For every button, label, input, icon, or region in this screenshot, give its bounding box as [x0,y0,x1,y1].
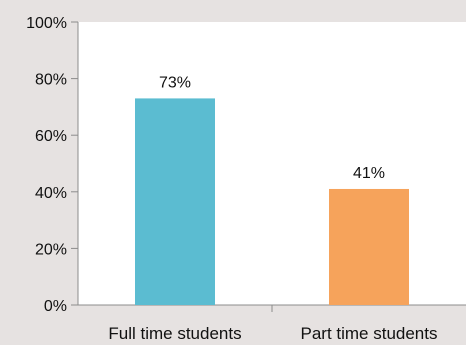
x-axis-labels: Full time students Part time students [108,324,437,343]
bars: 73% 41% [135,74,409,305]
y-tick-label: 20% [35,241,67,258]
y-tick-label: 100% [26,15,67,32]
bar-value-label: 73% [159,74,191,91]
y-tick-label: 60% [35,128,67,145]
y-tick-label: 0% [44,298,67,315]
bar [135,98,215,305]
y-tick-label: 40% [35,185,67,202]
y-axis-ticks: 0% 20% 40% 60% 80% 100% [26,15,273,315]
bar-value-label: 41% [353,165,385,182]
x-category-label: Full time students [108,324,241,343]
y-tick-label: 80% [35,72,67,89]
x-category-label: Part time students [300,324,437,343]
bar [329,188,409,305]
